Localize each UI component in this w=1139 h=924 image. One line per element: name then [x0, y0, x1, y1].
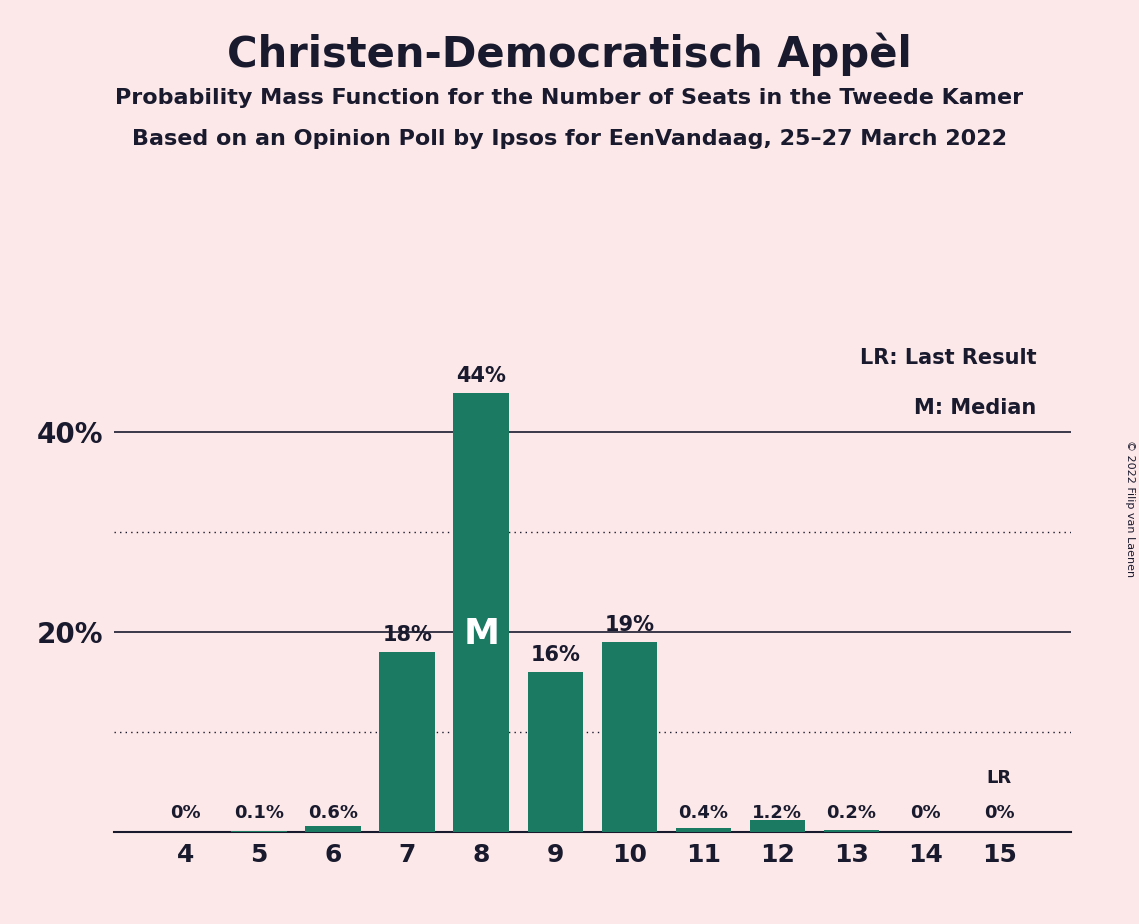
Text: 0.1%: 0.1%: [235, 804, 284, 821]
Text: LR: LR: [986, 769, 1011, 786]
Bar: [823, 830, 879, 832]
Text: Probability Mass Function for the Number of Seats in the Tweede Kamer: Probability Mass Function for the Number…: [115, 88, 1024, 108]
Bar: [231, 831, 287, 832]
Text: 44%: 44%: [457, 366, 506, 385]
Bar: [601, 642, 657, 832]
Bar: [675, 828, 731, 832]
Text: Christen-Democratisch Appèl: Christen-Democratisch Appèl: [227, 32, 912, 76]
Bar: [749, 820, 805, 832]
Text: 0.6%: 0.6%: [309, 804, 358, 821]
Text: M: Median: M: Median: [915, 397, 1036, 418]
Text: 16%: 16%: [531, 645, 580, 665]
Text: 0.2%: 0.2%: [827, 804, 876, 821]
Text: Based on an Opinion Poll by Ipsos for EenVandaag, 25–27 March 2022: Based on an Opinion Poll by Ipsos for Ee…: [132, 129, 1007, 150]
Bar: [453, 393, 509, 832]
Bar: [527, 672, 583, 832]
Text: 0.4%: 0.4%: [679, 804, 728, 821]
Text: 19%: 19%: [605, 615, 654, 635]
Text: 0%: 0%: [984, 804, 1015, 821]
Text: 0%: 0%: [170, 804, 200, 821]
Text: LR: Last Result: LR: Last Result: [860, 347, 1036, 368]
Bar: [379, 652, 435, 832]
Bar: [305, 826, 361, 832]
Text: © 2022 Filip van Laenen: © 2022 Filip van Laenen: [1125, 440, 1134, 577]
Text: 1.2%: 1.2%: [753, 804, 802, 821]
Text: 18%: 18%: [383, 625, 432, 645]
Text: 0%: 0%: [910, 804, 941, 821]
Text: M: M: [464, 617, 499, 651]
